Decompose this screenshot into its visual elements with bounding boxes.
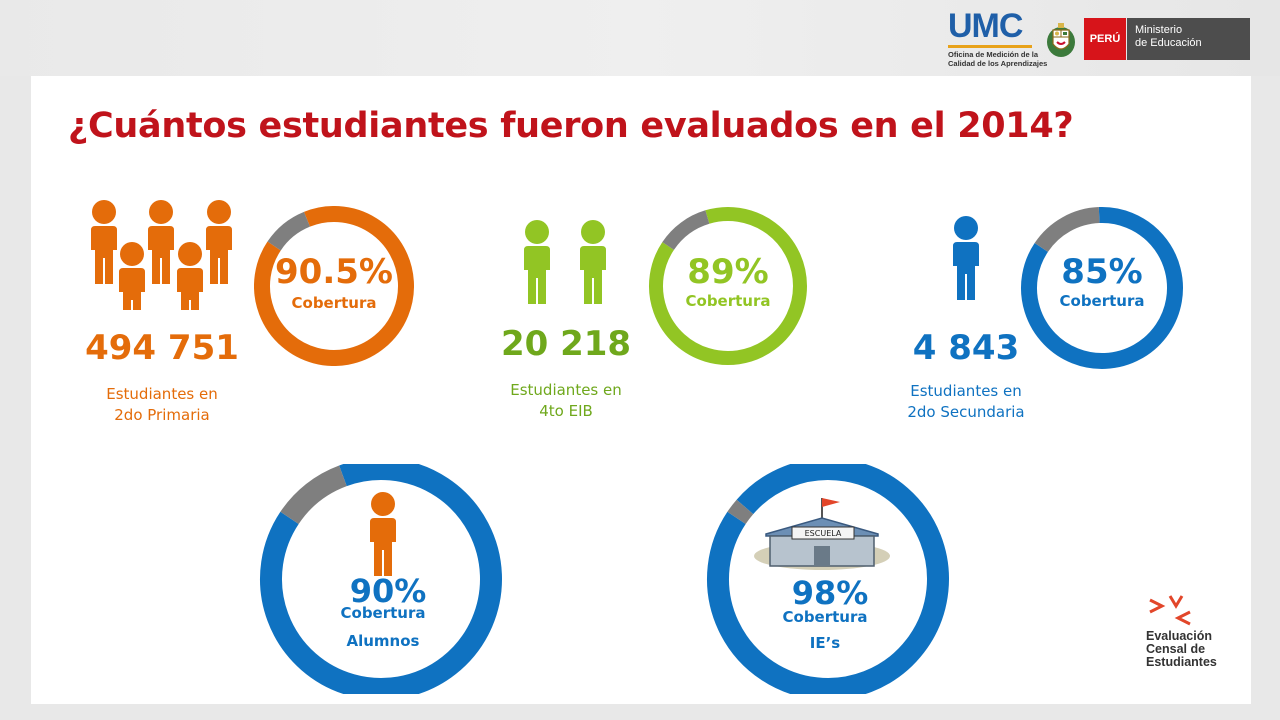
donut-segment-remainder xyxy=(662,210,710,251)
cobertura-label-alumnos: Cobertura xyxy=(340,604,426,622)
umc-logo-rule xyxy=(948,45,1032,48)
donut-chart-primaria xyxy=(254,206,414,366)
pct-label-primaria: 90.5% xyxy=(275,252,393,292)
desc-primaria-line2: 2do Primaria xyxy=(114,406,210,424)
school-sign-text: ESCUELA xyxy=(805,529,842,538)
alumno-person-icon xyxy=(370,492,396,576)
donut-chart-eib xyxy=(649,207,807,365)
desc-secundaria-line1: Estudiantes en xyxy=(910,382,1022,400)
donut-segment-coverage xyxy=(1021,207,1183,369)
pct-label-eib: 89% xyxy=(687,252,769,292)
person-icon xyxy=(580,220,606,304)
umc-logo-text: UMC xyxy=(948,7,1023,45)
donut-segment-coverage xyxy=(254,206,414,366)
ministry-badge: Ministerio de Educación xyxy=(1127,18,1250,60)
coat-of-arms-icon xyxy=(1047,23,1075,57)
desc-secundaria-line2: 2do Secundaria xyxy=(907,403,1025,421)
umc-logo-line1: Oficina de Medición de la xyxy=(948,50,1039,59)
pct-label-ies: 98% xyxy=(791,574,869,612)
primaria-people-icons xyxy=(91,200,232,310)
cobertura-label-secundaria: Cobertura xyxy=(1059,292,1145,310)
sub-label-alumnos: Alumnos xyxy=(346,632,420,650)
donut-chart-alumnos xyxy=(260,464,502,694)
count-primaria: 494 751 xyxy=(85,328,239,368)
secundaria-person-icon xyxy=(953,216,979,300)
pct-label-secundaria: 85% xyxy=(1061,252,1143,292)
donut-segment-coverage xyxy=(707,464,949,694)
desc-eib: Estudiantes en 4to EIB xyxy=(466,380,666,422)
peru-flag-badge: PERÚ xyxy=(1084,18,1126,60)
donut-chart-ies xyxy=(707,464,949,694)
ministry-line2: de Educación xyxy=(1135,37,1202,49)
donut-segment-remainder xyxy=(267,211,311,251)
page-title: ¿Cuántos estudiantes fueron evaluados en… xyxy=(68,106,1074,146)
donut-segment-coverage xyxy=(649,207,807,365)
peru-label: PERÚ xyxy=(1089,33,1121,45)
ece-logo: Evaluación Censal de Estudiantes xyxy=(1146,594,1236,674)
content-card xyxy=(31,76,1251,704)
cobertura-label-primaria: Cobertura xyxy=(291,294,377,312)
donut-segment-remainder xyxy=(1034,207,1100,253)
desc-eib-line1: Estudiantes en xyxy=(510,381,622,399)
person-icon xyxy=(119,242,145,310)
desc-eib-line2: 4to EIB xyxy=(539,402,593,420)
person-icon xyxy=(148,200,174,284)
count-secundaria: 4 843 xyxy=(912,328,1020,368)
cobertura-label-eib: Cobertura xyxy=(685,292,771,310)
umc-logo-line2: Calidad de los Aprendizajes xyxy=(948,59,1048,68)
ece-chevrons-icon xyxy=(1149,595,1191,626)
ece-line3: Estudiantes xyxy=(1146,655,1217,669)
eib-people-icons xyxy=(524,220,606,304)
desc-secundaria: Estudiantes en 2do Secundaria xyxy=(866,381,1066,423)
school-building-icon: ESCUELA xyxy=(754,498,890,570)
person-icon xyxy=(524,220,550,304)
pct-label-alumnos: 90% xyxy=(349,572,427,610)
ece-line1: Evaluación xyxy=(1146,629,1212,643)
sub-label-ies: IE’s xyxy=(809,634,841,652)
desc-primaria-line1: Estudiantes en xyxy=(106,385,218,403)
ece-line2: Censal de xyxy=(1146,642,1206,656)
ministry-line1: Ministerio xyxy=(1135,24,1183,36)
donut-segment-remainder xyxy=(727,499,754,525)
donut-segment-remainder xyxy=(280,465,348,525)
umc-logo: UMC Oficina de Medición de la Calidad de… xyxy=(948,7,1048,70)
count-eib: 20 218 xyxy=(500,324,632,364)
person-icon xyxy=(91,200,117,284)
person-icon xyxy=(206,200,232,284)
donut-segment-coverage xyxy=(260,464,502,694)
donut-chart-secundaria xyxy=(1021,207,1183,369)
person-icon xyxy=(177,242,203,310)
desc-primaria: Estudiantes en 2do Primaria xyxy=(62,384,262,426)
cobertura-label-ies: Cobertura xyxy=(782,608,868,626)
